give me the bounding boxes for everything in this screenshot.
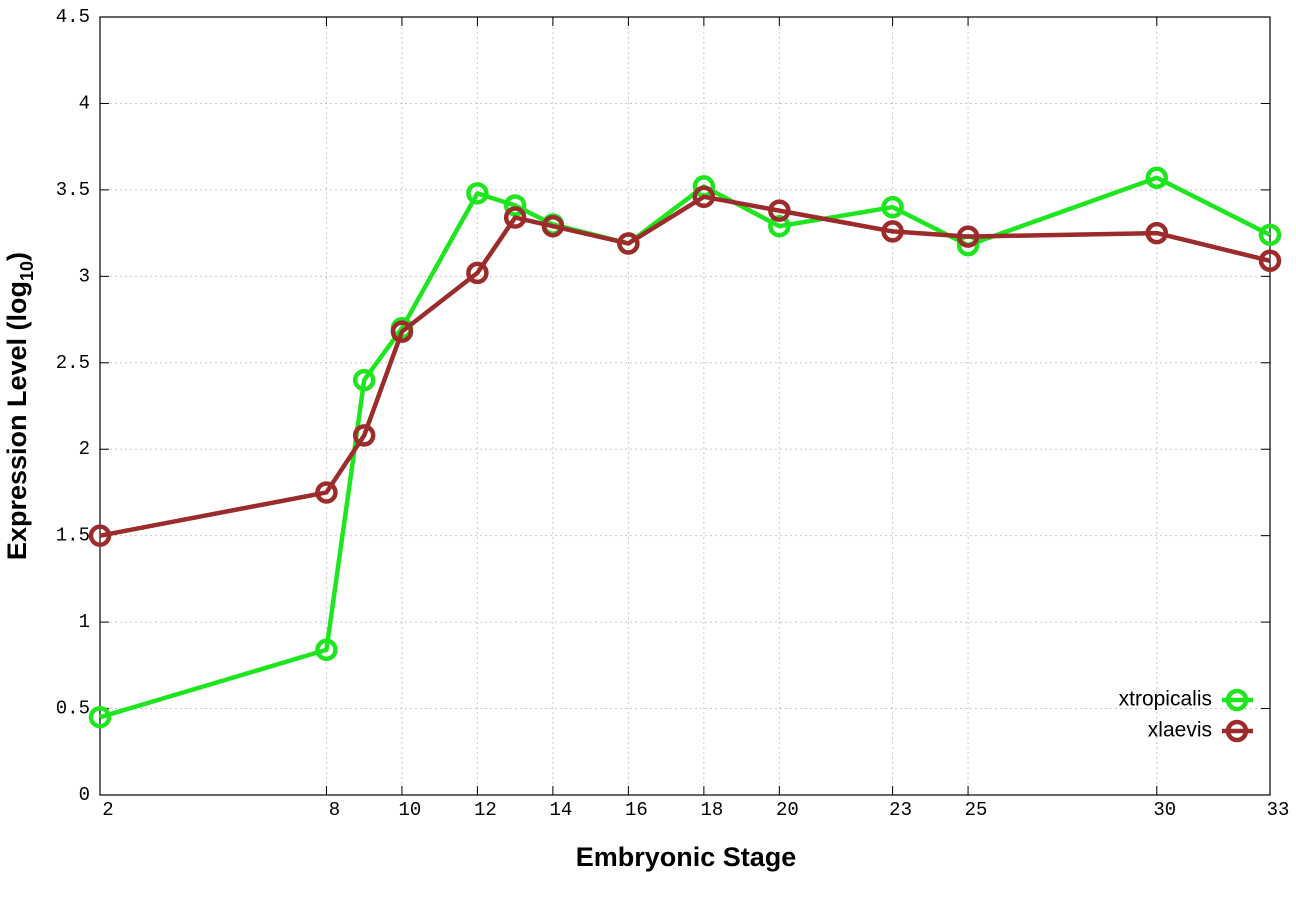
data-point bbox=[315, 481, 338, 504]
data-point bbox=[692, 185, 716, 209]
y-axis-label-end: ) bbox=[2, 252, 32, 261]
x-tick-label: 10 bbox=[399, 799, 422, 821]
x-axis-label: Embryonic Stage bbox=[576, 842, 797, 872]
data-point bbox=[88, 524, 112, 547]
data-point bbox=[352, 424, 376, 447]
y-tick-label: 4 bbox=[79, 92, 90, 114]
x-tick-label: 25 bbox=[965, 799, 988, 821]
y-tick-label: 2.5 bbox=[56, 352, 90, 374]
y-axis-label-subscript: 10 bbox=[17, 261, 37, 281]
x-tick-label: 8 bbox=[329, 799, 340, 821]
data-point bbox=[503, 206, 527, 229]
y-tick-label: 4.5 bbox=[56, 6, 90, 28]
y-axis-label: Expression Level (log10) bbox=[2, 252, 37, 560]
y-tick-label: 0.5 bbox=[56, 698, 90, 720]
data-point bbox=[768, 214, 791, 238]
data-point bbox=[881, 195, 904, 219]
x-tick-label: 16 bbox=[625, 799, 648, 821]
y-tick-label: 2 bbox=[79, 438, 90, 460]
data-point bbox=[315, 638, 338, 662]
data-point bbox=[617, 232, 640, 255]
legend-label: xtropicalis bbox=[1119, 688, 1212, 711]
x-tick-label: 18 bbox=[700, 799, 723, 821]
y-tick-label: 3 bbox=[79, 265, 90, 287]
data-point bbox=[768, 199, 791, 222]
data-point bbox=[503, 194, 527, 217]
data-point bbox=[1258, 223, 1282, 247]
legend-marker bbox=[1225, 719, 1249, 743]
plot-border bbox=[99, 16, 1271, 796]
series-line bbox=[99, 194, 1271, 538]
data-point bbox=[466, 182, 489, 205]
y-axis-label-main: Expression Level (log bbox=[2, 281, 32, 560]
data-point bbox=[1258, 249, 1282, 273]
legend-label: xlaevis bbox=[1148, 719, 1212, 742]
series-line bbox=[99, 175, 1272, 720]
x-tick-label: 2 bbox=[102, 799, 113, 821]
y-tick-label: 3.5 bbox=[56, 179, 90, 201]
data-point bbox=[1145, 221, 1169, 245]
x-tick-label: 14 bbox=[549, 799, 572, 821]
data-point bbox=[956, 225, 980, 248]
y-tick-label: 1 bbox=[79, 611, 90, 633]
data-point bbox=[1145, 166, 1169, 190]
x-tick-label: 12 bbox=[474, 799, 497, 821]
data-point bbox=[541, 214, 565, 238]
y-tick-label: 0 bbox=[79, 784, 90, 806]
data-point bbox=[881, 220, 904, 243]
x-tick-label: 23 bbox=[889, 799, 912, 821]
x-tick-label: 33 bbox=[1267, 799, 1290, 821]
legend-marker bbox=[1225, 688, 1249, 712]
data-point bbox=[88, 705, 112, 729]
x-tick-label: 20 bbox=[776, 799, 799, 821]
x-tick-label: 30 bbox=[1153, 799, 1176, 821]
data-point bbox=[466, 261, 489, 285]
data-point bbox=[390, 320, 414, 343]
y-tick-label: 1.5 bbox=[56, 525, 90, 547]
data-point bbox=[352, 368, 376, 392]
